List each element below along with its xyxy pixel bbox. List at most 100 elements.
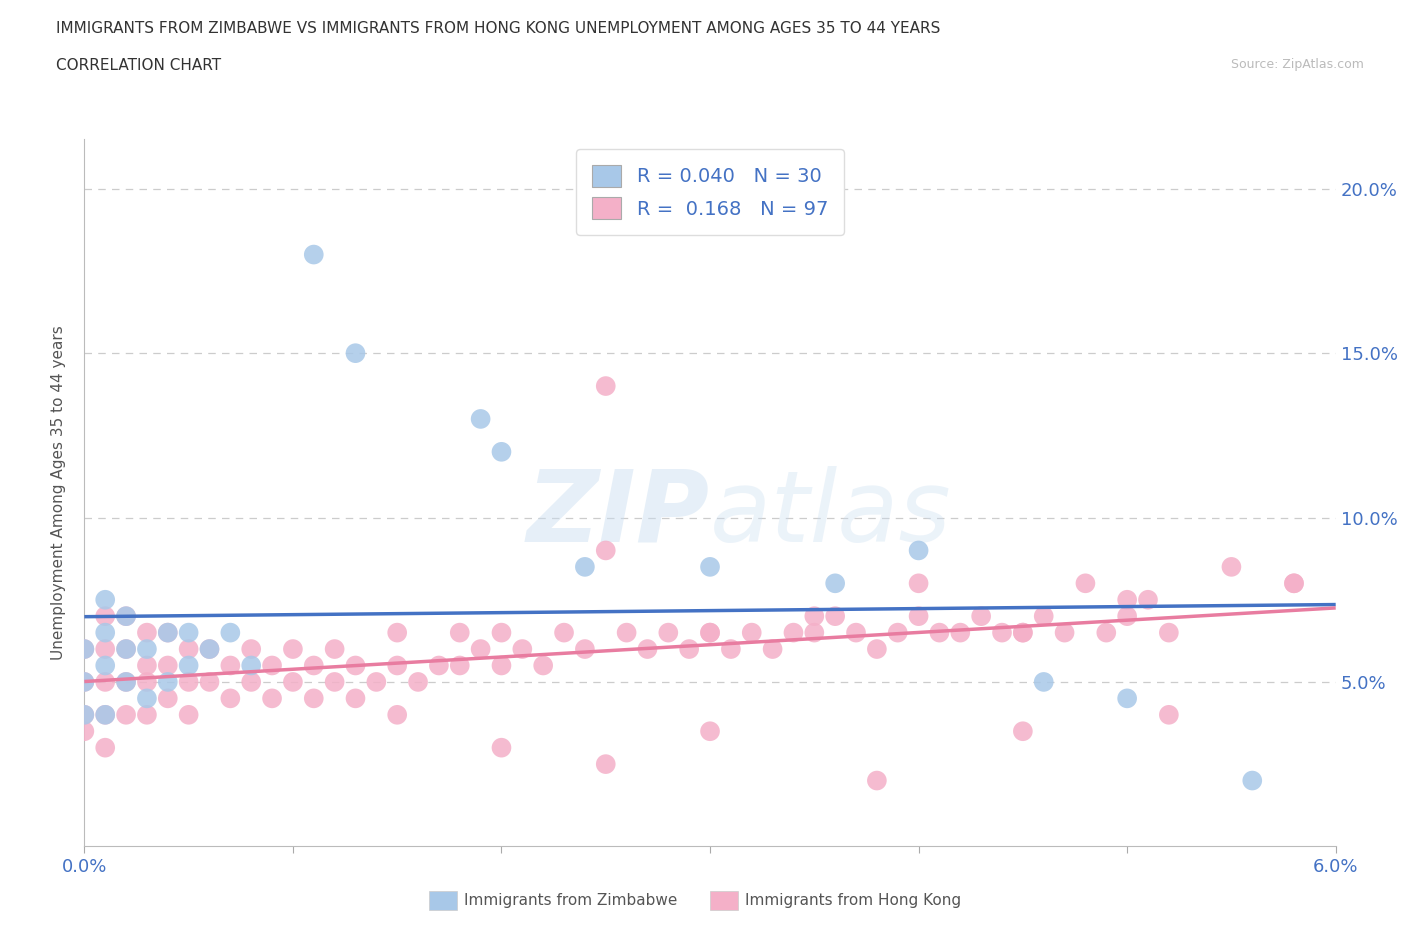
Point — [1032, 609, 1054, 624]
Point — [720, 642, 742, 657]
Point — [177, 642, 200, 657]
Point — [1137, 592, 1160, 607]
Point — [782, 625, 804, 640]
Point — [94, 708, 117, 723]
Point — [73, 724, 96, 738]
Point — [406, 674, 429, 689]
Point — [73, 708, 96, 723]
Point — [115, 708, 138, 723]
Point — [907, 543, 929, 558]
Point — [657, 625, 679, 640]
Text: Source: ZipAtlas.com: Source: ZipAtlas.com — [1230, 58, 1364, 71]
Point — [1012, 625, 1035, 640]
Point — [1053, 625, 1076, 640]
Point — [156, 658, 179, 673]
Point — [427, 658, 450, 673]
Point — [491, 625, 513, 640]
Point — [136, 658, 159, 673]
Point — [344, 658, 367, 673]
Point — [449, 625, 471, 640]
Point — [866, 642, 889, 657]
Point — [699, 560, 721, 575]
Point — [136, 708, 159, 723]
Point — [115, 674, 138, 689]
Point — [1116, 592, 1139, 607]
Point — [1241, 773, 1264, 788]
Point — [281, 674, 304, 689]
Point — [94, 592, 117, 607]
Point — [531, 658, 554, 673]
Point — [637, 642, 659, 657]
Point — [219, 691, 242, 706]
Point — [177, 658, 200, 673]
Point — [741, 625, 763, 640]
Point — [94, 674, 117, 689]
Point — [240, 642, 263, 657]
Point — [323, 674, 346, 689]
Point — [156, 625, 179, 640]
Point — [991, 625, 1014, 640]
Point — [73, 674, 96, 689]
Point — [219, 658, 242, 673]
Point — [344, 691, 367, 706]
Point — [94, 642, 117, 657]
Point — [595, 757, 617, 772]
Point — [115, 674, 138, 689]
Point — [94, 658, 117, 673]
Point — [824, 609, 846, 624]
Point — [1116, 609, 1139, 624]
Point — [1157, 708, 1180, 723]
Point — [136, 625, 159, 640]
Point — [262, 658, 284, 673]
Point — [803, 609, 825, 624]
Point — [1282, 576, 1305, 591]
Text: ZIP: ZIP — [527, 466, 710, 563]
Point — [136, 642, 159, 657]
Point — [94, 609, 117, 624]
Point — [302, 691, 325, 706]
Point — [470, 411, 492, 426]
Point — [198, 642, 221, 657]
Point — [177, 674, 200, 689]
Point — [219, 625, 242, 640]
Point — [177, 625, 200, 640]
Point — [803, 625, 825, 640]
Point — [824, 576, 846, 591]
Point — [281, 642, 304, 657]
Point — [553, 625, 575, 640]
Point — [302, 247, 325, 262]
Legend: R = 0.040   N = 30, R =  0.168   N = 97: R = 0.040 N = 30, R = 0.168 N = 97 — [576, 149, 844, 235]
Point — [198, 674, 221, 689]
Y-axis label: Unemployment Among Ages 35 to 44 years: Unemployment Among Ages 35 to 44 years — [51, 326, 66, 660]
Point — [73, 708, 96, 723]
Point — [574, 560, 596, 575]
Point — [1157, 625, 1180, 640]
Point — [344, 346, 367, 361]
Point — [385, 658, 409, 673]
Text: IMMIGRANTS FROM ZIMBABWE VS IMMIGRANTS FROM HONG KONG UNEMPLOYMENT AMONG AGES 35: IMMIGRANTS FROM ZIMBABWE VS IMMIGRANTS F… — [56, 21, 941, 36]
Point — [115, 609, 138, 624]
Point — [198, 642, 221, 657]
Point — [73, 642, 96, 657]
Point — [907, 609, 929, 624]
Point — [136, 674, 159, 689]
Point — [115, 642, 138, 657]
Point — [385, 708, 409, 723]
Text: Immigrants from Hong Kong: Immigrants from Hong Kong — [745, 893, 962, 908]
Point — [366, 674, 388, 689]
Point — [73, 642, 96, 657]
Point — [1095, 625, 1118, 640]
Point — [94, 740, 117, 755]
Point — [156, 691, 179, 706]
Point — [1074, 576, 1097, 591]
Point — [887, 625, 910, 640]
Point — [491, 445, 513, 459]
Point — [262, 691, 284, 706]
Point — [595, 543, 617, 558]
Point — [449, 658, 471, 673]
Point — [385, 625, 409, 640]
Point — [574, 642, 596, 657]
Text: Immigrants from Zimbabwe: Immigrants from Zimbabwe — [464, 893, 678, 908]
Point — [115, 642, 138, 657]
Text: atlas: atlas — [710, 466, 952, 563]
